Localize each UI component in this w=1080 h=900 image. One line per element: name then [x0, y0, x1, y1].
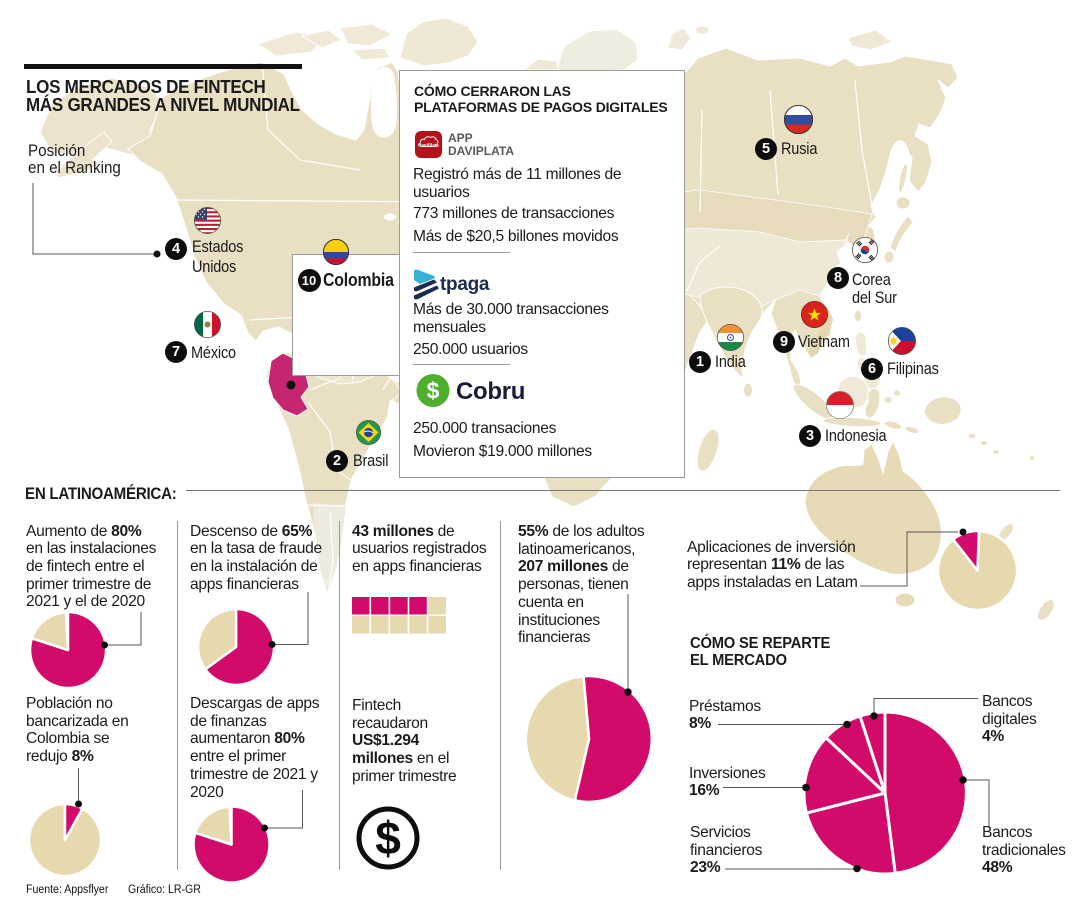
- svg-text:$: $: [375, 812, 401, 864]
- svg-text:$: $: [427, 378, 440, 404]
- svg-text:DaviPlata: DaviPlata: [418, 143, 439, 148]
